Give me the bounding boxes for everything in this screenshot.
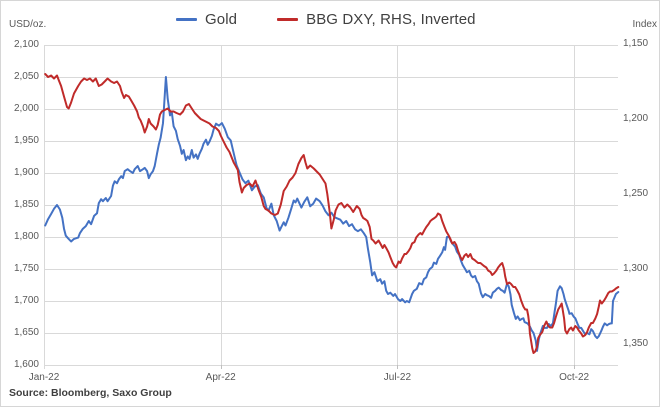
y-right-tick-label: 1,150: [623, 38, 649, 49]
legend-label: BBG DXY, RHS, Inverted: [306, 11, 476, 28]
x-axis-tick-label: Jul-22: [383, 372, 412, 383]
left-axis-unit-label: USD/oz.: [9, 19, 47, 30]
legend-item-gold: Gold: [176, 11, 237, 28]
y-left-tick-label: 1,700: [13, 295, 39, 306]
x-axis-tick-label: Oct-22: [559, 372, 590, 383]
source-note: Source: Bloomberg, Saxo Group: [9, 387, 172, 399]
y-left-tick-label: 2,050: [13, 71, 39, 82]
right-axis-unit-label: Index: [632, 19, 657, 30]
legend-label: Gold: [205, 11, 238, 28]
y-left-tick-label: 2,000: [13, 103, 39, 114]
dxy-line: [44, 73, 620, 354]
legend-swatch-gold: [176, 18, 197, 21]
gold-line: [44, 76, 620, 352]
y-left-tick-label: 1,650: [13, 327, 39, 338]
legend-swatch-dxy: [277, 18, 299, 21]
chart-legend: Gold BBG DXY, RHS, Inverted: [176, 11, 476, 28]
y-left-tick-label: 1,800: [13, 231, 39, 242]
x-axis-tick-label: Jan-22: [28, 372, 60, 383]
y-right-tick-label: 1,200: [623, 113, 649, 124]
legend-item-dxy: BBG DXY, RHS, Inverted: [277, 11, 476, 28]
y-left-tick-label: 1,900: [13, 167, 39, 178]
y-left-tick-label: 1,950: [13, 135, 39, 146]
y-left-tick-label: 2,100: [13, 39, 39, 50]
y-right-tick-label: 1,350: [623, 338, 649, 349]
x-axis-tick-label: Apr-22: [205, 372, 236, 383]
y-left-tick-label: 1,600: [13, 359, 39, 370]
y-left-tick-label: 1,850: [13, 199, 39, 210]
y-right-tick-label: 1,300: [623, 263, 649, 274]
y-right-tick-label: 1,250: [623, 188, 649, 199]
y-left-tick-label: 1,750: [13, 263, 39, 274]
